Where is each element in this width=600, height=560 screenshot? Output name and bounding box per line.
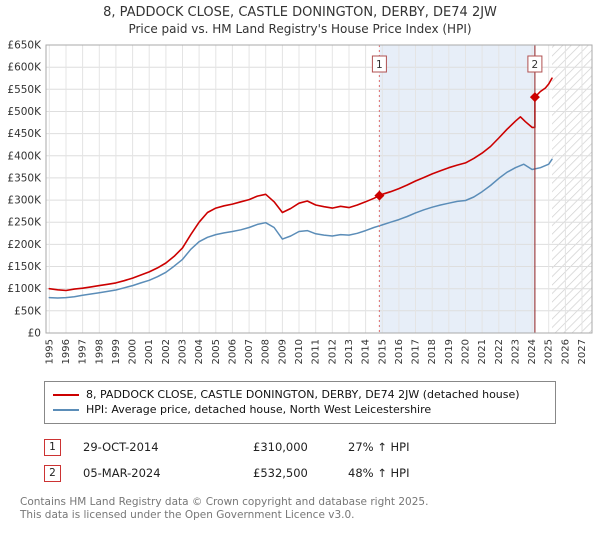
svg-text:£0: £0 — [28, 328, 41, 340]
svg-text:£650K: £650K — [7, 40, 42, 52]
svg-text:2014: 2014 — [361, 339, 372, 364]
legend-item-hpi: HPI: Average price, detached house, Nort… — [53, 403, 547, 416]
svg-text:2005: 2005 — [211, 339, 222, 364]
svg-text:£350K: £350K — [7, 173, 42, 185]
svg-text:2013: 2013 — [344, 339, 355, 364]
transaction-1-marker: 1 — [44, 438, 61, 456]
svg-text:2010: 2010 — [294, 339, 305, 364]
svg-text:2003: 2003 — [178, 339, 189, 364]
legend-label-hpi: HPI: Average price, detached house, Nort… — [86, 403, 432, 417]
svg-text:1: 1 — [376, 59, 383, 71]
svg-text:2004: 2004 — [194, 339, 205, 364]
title-block: 8, PADDOCK CLOSE, CASTLE DONINGTON, DERB… — [0, 0, 600, 37]
svg-text:2008: 2008 — [261, 339, 272, 364]
svg-text:2018: 2018 — [427, 339, 438, 364]
svg-text:£450K: £450K — [7, 128, 42, 140]
svg-text:2025: 2025 — [544, 339, 555, 364]
footer-line-1: Contains HM Land Registry data © Crown c… — [20, 496, 429, 509]
svg-text:1997: 1997 — [78, 339, 89, 364]
footer-line-2: This data is licensed under the Open Gov… — [20, 509, 355, 522]
footer: Contains HM Land Registry data © Crown c… — [20, 496, 580, 522]
transaction-2-marker: 2 — [44, 464, 61, 482]
svg-text:2000: 2000 — [128, 339, 139, 364]
property-line-swatch — [53, 393, 79, 396]
svg-text:1996: 1996 — [61, 339, 72, 364]
transaction-2-price: £532,500 — [253, 466, 308, 481]
svg-text:£50K: £50K — [14, 306, 42, 318]
svg-text:2006: 2006 — [227, 339, 238, 364]
svg-text:£100K: £100K — [7, 283, 42, 295]
transaction-1-price: £310,000 — [253, 440, 308, 455]
page-subtitle: Price paid vs. HM Land Registry's House … — [128, 22, 472, 37]
svg-text:1998: 1998 — [94, 339, 105, 364]
svg-text:£400K: £400K — [7, 151, 42, 163]
svg-text:£200K: £200K — [7, 239, 42, 251]
svg-text:2015: 2015 — [377, 339, 388, 364]
svg-text:2007: 2007 — [244, 339, 255, 364]
svg-text:2011: 2011 — [311, 339, 322, 364]
svg-text:£500K: £500K — [7, 106, 42, 118]
svg-text:2012: 2012 — [327, 339, 338, 364]
svg-text:£250K: £250K — [7, 217, 42, 229]
svg-text:2017: 2017 — [411, 339, 422, 364]
transaction-2-date: 05-MAR-2024 — [83, 466, 161, 481]
transaction-1-hpi: 27% ↑ HPI — [348, 440, 410, 455]
svg-text:2027: 2027 — [577, 339, 588, 364]
svg-text:1999: 1999 — [111, 339, 122, 364]
svg-text:£300K: £300K — [7, 195, 42, 207]
legend-label-property: 8, PADDOCK CLOSE, CASTLE DONINGTON, DERB… — [86, 388, 520, 402]
svg-text:2002: 2002 — [161, 339, 172, 364]
svg-text:2016: 2016 — [394, 339, 405, 364]
svg-text:£600K: £600K — [7, 62, 42, 74]
page-title: 8, PADDOCK CLOSE, CASTLE DONINGTON, DERB… — [103, 5, 497, 20]
svg-text:2022: 2022 — [494, 339, 505, 364]
price-chart: £0 £50K £100K £150K £200K £250K £300K £350K £400… — [0, 39, 600, 379]
svg-text:2009: 2009 — [277, 339, 288, 364]
transaction-2-hpi: 48% ↑ HPI — [348, 466, 410, 481]
svg-text:2020: 2020 — [461, 339, 472, 364]
transaction-row-2: 2 05-MAR-2024 £532,500 48% ↑ HPI — [44, 460, 556, 486]
svg-text:2023: 2023 — [510, 339, 521, 364]
transaction-list: 1 29-OCT-2014 £310,000 27% ↑ HPI 2 05-MA… — [44, 434, 556, 486]
transaction-1-date: 29-OCT-2014 — [83, 440, 159, 455]
transaction-row-1: 1 29-OCT-2014 £310,000 27% ↑ HPI — [44, 434, 556, 460]
svg-text:2: 2 — [532, 59, 539, 71]
svg-text:£150K: £150K — [7, 261, 42, 273]
svg-text:2021: 2021 — [477, 339, 488, 364]
hpi-line-swatch — [53, 408, 79, 411]
legend-item-property: 8, PADDOCK CLOSE, CASTLE DONINGTON, DERB… — [53, 388, 547, 401]
svg-text:£550K: £550K — [7, 84, 42, 96]
svg-text:2001: 2001 — [144, 339, 155, 364]
chart-legend: 8, PADDOCK CLOSE, CASTLE DONINGTON, DERB… — [44, 381, 556, 425]
svg-text:1995: 1995 — [44, 339, 55, 364]
svg-text:2026: 2026 — [560, 339, 571, 364]
svg-text:2019: 2019 — [444, 339, 455, 364]
svg-text:2024: 2024 — [527, 339, 538, 364]
